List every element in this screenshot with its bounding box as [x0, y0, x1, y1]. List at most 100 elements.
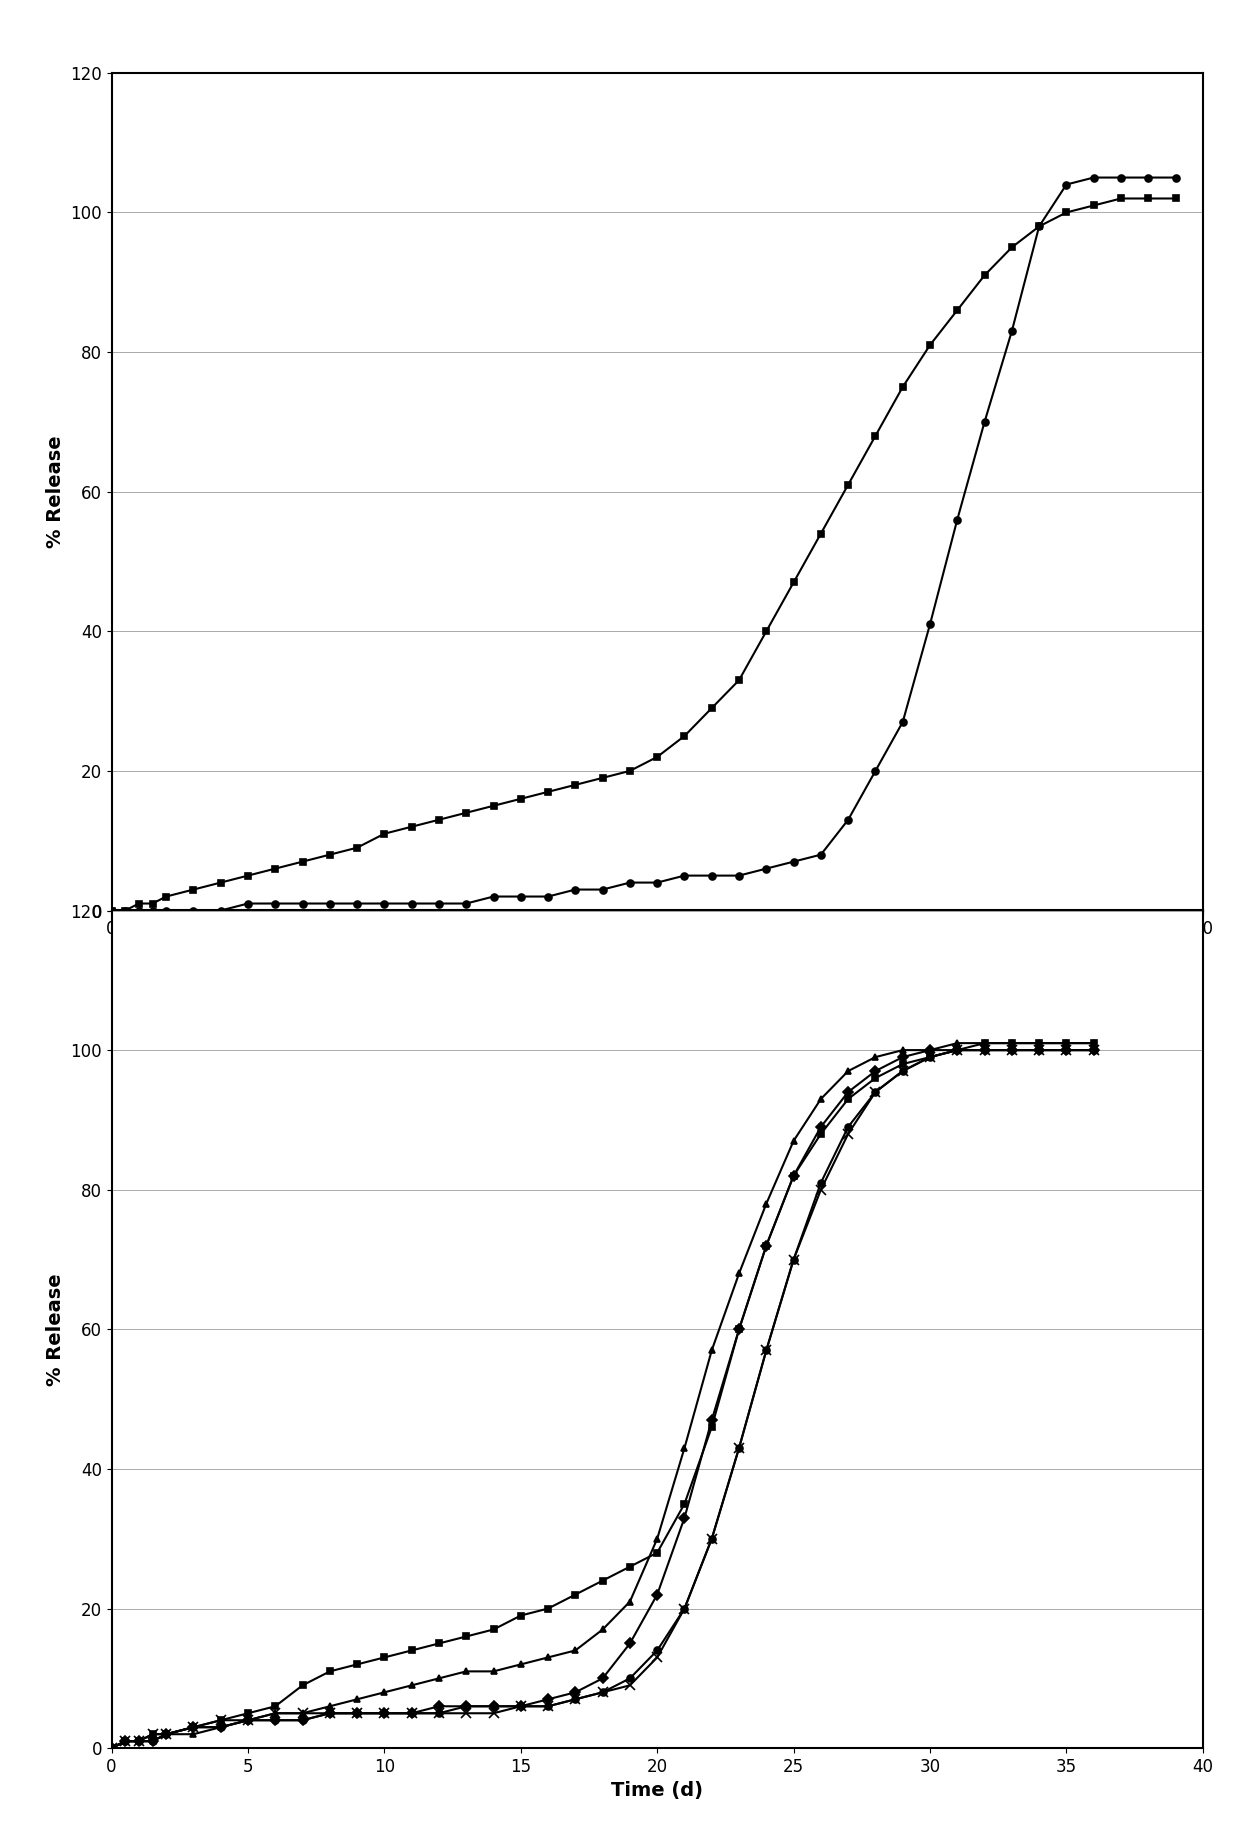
20 oC [868, 1060, 883, 1082]
5 oC [813, 843, 828, 865]
20 oC [118, 1730, 133, 1752]
5 oC [186, 1715, 201, 1737]
40 oC [895, 1060, 910, 1082]
20 oC [131, 892, 146, 914]
10 oC [432, 1668, 446, 1690]
30 oC [213, 1715, 228, 1737]
5 oC [759, 1235, 774, 1256]
20 oC [268, 858, 283, 880]
20 oC [459, 801, 474, 823]
Y-axis label: % Release: % Release [46, 1273, 64, 1386]
5 oC [923, 1045, 937, 1067]
40 oC [513, 1695, 528, 1717]
40 oC [268, 1703, 283, 1724]
5 oC [786, 1165, 801, 1187]
X-axis label: Time (d): Time (d) [611, 1781, 703, 1801]
20 oC [486, 1695, 501, 1717]
20 oC [1141, 188, 1156, 209]
5 oC [1032, 215, 1047, 237]
5 oC [1141, 168, 1156, 189]
5 oC [1168, 168, 1183, 189]
20 oC [322, 843, 337, 865]
20 oC [1059, 202, 1074, 224]
5 oC [268, 1695, 283, 1717]
20 oC [145, 1730, 160, 1752]
40 oC [118, 1730, 133, 1752]
10 oC [622, 1592, 637, 1613]
30 oC [159, 1723, 174, 1745]
5 oC [841, 1089, 856, 1111]
40 oC [131, 1730, 146, 1752]
30 oC [131, 1730, 146, 1752]
30 oC [104, 1737, 119, 1759]
20 oC [704, 697, 719, 719]
5 oC [568, 878, 583, 900]
40 oC [322, 1703, 337, 1724]
5 oC [786, 850, 801, 872]
5 oC [459, 892, 474, 914]
Line: 30 oC: 30 oC [108, 1047, 1097, 1752]
20 oC [1086, 1040, 1101, 1062]
10 oC [923, 1040, 937, 1062]
5 oC [213, 1710, 228, 1732]
10 oC [377, 1681, 392, 1703]
40 oC [568, 1688, 583, 1710]
40 oC [786, 1249, 801, 1271]
5 oC [813, 1124, 828, 1145]
Line: 40 oC: 40 oC [107, 1045, 1099, 1754]
5 oC [404, 892, 419, 914]
30 oC [241, 1710, 255, 1732]
5 oC [1004, 1033, 1019, 1054]
40 oC [186, 1715, 201, 1737]
30 oC [786, 1249, 801, 1271]
30 oC [268, 1710, 283, 1732]
5 oC [595, 878, 610, 900]
20 oC [486, 794, 501, 816]
10 oC [1086, 1033, 1101, 1054]
Line: 5 oC: 5 oC [108, 1040, 1097, 1752]
10 oC [322, 1695, 337, 1717]
30 oC [895, 1060, 910, 1082]
10 oC [541, 1646, 556, 1668]
5 oC [118, 1730, 133, 1752]
5 oC [104, 900, 119, 921]
30 oC [541, 1695, 556, 1717]
30 oC [650, 1639, 665, 1661]
20 oC [704, 1409, 719, 1431]
20 oC [295, 1710, 310, 1732]
20 oC [977, 264, 992, 286]
5 oC [213, 900, 228, 921]
20 oC [241, 865, 255, 887]
5 oC [732, 865, 746, 887]
20 oC [131, 1730, 146, 1752]
10 oC [895, 1040, 910, 1062]
20 oC [841, 473, 856, 495]
40 oC [732, 1437, 746, 1459]
5 oC [568, 1584, 583, 1606]
40 oC [650, 1646, 665, 1668]
20 oC [786, 1165, 801, 1187]
20 oC [145, 892, 160, 914]
5 oC [759, 858, 774, 880]
5 oC [159, 900, 174, 921]
20 oC [1114, 188, 1128, 209]
5 oC [432, 1632, 446, 1653]
10 oC [950, 1033, 965, 1054]
10 oC [568, 1639, 583, 1661]
20 oC [432, 1695, 446, 1717]
5 oC [977, 412, 992, 433]
10 oC [268, 1703, 283, 1724]
Line: 20 oC: 20 oC [108, 1047, 1097, 1752]
20 oC [295, 850, 310, 872]
5 oC [650, 872, 665, 894]
40 oC [950, 1040, 965, 1062]
40 oC [145, 1723, 160, 1745]
30 oC [1004, 1040, 1019, 1062]
30 oC [732, 1437, 746, 1459]
30 oC [759, 1340, 774, 1362]
30 oC [350, 1703, 365, 1724]
30 oC [1086, 1040, 1101, 1062]
5 oC [1086, 168, 1101, 189]
20 oC [677, 1508, 692, 1530]
20 oC [513, 1695, 528, 1717]
